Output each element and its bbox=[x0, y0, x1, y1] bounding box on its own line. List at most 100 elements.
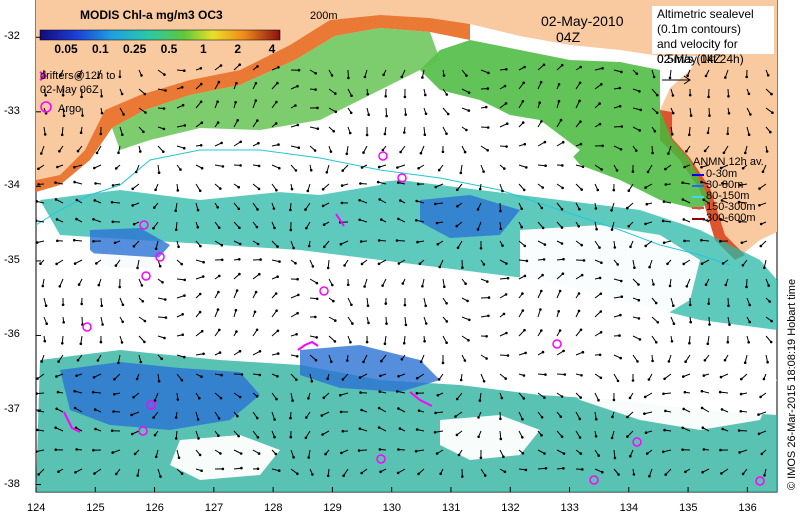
velocity-arrow-head bbox=[239, 350, 242, 353]
velocity-arrow-head bbox=[613, 399, 616, 402]
velocity-arrow-head bbox=[404, 113, 407, 116]
velocity-arrow-head bbox=[417, 167, 420, 170]
velocity-arrow-head bbox=[435, 186, 438, 189]
velocity-arrow-head bbox=[766, 150, 769, 153]
velocity-arrow-head bbox=[182, 104, 185, 107]
velocity-arrow-head bbox=[378, 239, 381, 242]
velocity-arrow-head bbox=[611, 437, 614, 440]
velocity-arrow-head bbox=[343, 264, 346, 267]
velocity-arrow-head bbox=[663, 378, 666, 381]
velocity-arrow-head bbox=[686, 74, 689, 77]
velocity-arrow-head bbox=[57, 360, 60, 363]
velocity-arrow-head bbox=[664, 168, 667, 171]
velocity-arrow-head bbox=[542, 351, 545, 354]
velocity-arrow-head bbox=[748, 133, 751, 136]
velocity-arrow-head bbox=[296, 355, 299, 358]
velocity-arrow-head bbox=[669, 285, 672, 288]
velocity-arrow-head bbox=[651, 152, 654, 155]
velocity-arrow-head bbox=[61, 134, 64, 137]
velocity-arrow-head bbox=[136, 378, 139, 381]
velocity-arrow-head bbox=[321, 414, 324, 417]
velocity-arrow-head bbox=[486, 280, 489, 283]
velocity-arrow-head bbox=[578, 208, 581, 211]
velocity-arrow-head bbox=[646, 452, 649, 455]
velocity-arrow-head bbox=[326, 171, 329, 174]
lon-tick-label: 133 bbox=[561, 502, 579, 514]
velocity-arrow-head bbox=[722, 262, 725, 265]
velocity-arrow-head bbox=[155, 456, 158, 459]
velocity-arrow-head bbox=[221, 259, 224, 262]
velocity-arrow-head bbox=[258, 273, 261, 276]
velocity-arrow-head bbox=[340, 411, 343, 414]
velocity-arrow-head bbox=[629, 246, 632, 249]
velocity-arrow-head bbox=[477, 228, 480, 231]
velocity-arrow-head bbox=[420, 360, 423, 363]
velocity-arrow-head bbox=[327, 267, 330, 270]
velocity-arrow-head bbox=[200, 144, 203, 147]
velocity-arrow-head bbox=[485, 335, 488, 338]
velocity-arrow-head bbox=[112, 410, 115, 413]
velocity-arrow-head bbox=[633, 473, 636, 476]
velocity-arrow-head bbox=[144, 111, 147, 114]
velocity-arrow-head bbox=[758, 433, 761, 436]
velocity-arrow-head bbox=[542, 227, 545, 230]
velocity-arrow-head bbox=[296, 312, 299, 315]
velocity-arrow-head bbox=[601, 67, 604, 70]
velocity-arrow-head bbox=[663, 241, 666, 244]
velocity-arrow-head bbox=[220, 397, 223, 400]
velocity-arrow-head bbox=[115, 167, 118, 170]
velocity-arrow-head bbox=[523, 329, 526, 332]
velocity-arrow-head bbox=[564, 373, 567, 376]
velocity-arrow-head bbox=[445, 302, 448, 305]
velocity-arrow-head bbox=[726, 133, 729, 136]
velocity-arrow-head bbox=[434, 412, 437, 415]
velocity-arrow-head bbox=[681, 427, 684, 430]
velocity-arrow-head bbox=[438, 378, 441, 381]
velocity-arrow-head bbox=[335, 111, 338, 114]
velocity-arrow-head bbox=[135, 171, 138, 174]
velocity-arrow-head bbox=[540, 329, 543, 332]
velocity-arrow-head bbox=[275, 101, 278, 104]
velocity-arrow-head bbox=[276, 82, 279, 85]
velocity-arrow-head bbox=[488, 296, 491, 299]
velocity-arrow-head bbox=[399, 151, 402, 154]
velocity-arrow-head bbox=[558, 100, 561, 103]
velocity-arrow-head bbox=[141, 284, 144, 287]
velocity-arrow-head bbox=[663, 200, 666, 203]
velocity-arrow-head bbox=[175, 416, 178, 419]
map-title: MODIS Chl-a mg/m3 OC3 bbox=[80, 8, 223, 22]
velocity-arrow-head bbox=[316, 282, 319, 285]
velocity-arrow-head bbox=[298, 69, 301, 72]
velocity-arrow-head bbox=[728, 323, 731, 326]
velocity-arrow-head bbox=[322, 188, 325, 191]
velocity-arrow-head bbox=[136, 474, 139, 477]
velocity-arrow-head bbox=[155, 247, 158, 250]
velocity-arrow-head bbox=[342, 474, 345, 477]
velocity-arrow-head bbox=[701, 471, 704, 474]
velocity-arrow-head bbox=[314, 316, 317, 319]
velocity-arrow-head bbox=[721, 428, 724, 431]
velocity-arrow-head bbox=[434, 203, 437, 206]
velocity-arrow-head bbox=[359, 391, 362, 394]
velocity-arrow-head bbox=[37, 168, 40, 171]
velocity-arrow-head bbox=[540, 290, 543, 293]
velocity-arrow-head bbox=[580, 329, 583, 332]
velocity-arrow-head bbox=[543, 64, 546, 67]
velocity-arrow-head bbox=[275, 292, 278, 295]
velocity-arrow-head bbox=[382, 74, 385, 77]
velocity-arrow-head bbox=[487, 87, 490, 90]
velocity-arrow-head bbox=[672, 304, 675, 307]
velocity-arrow-head bbox=[643, 412, 646, 415]
velocity-arrow-head bbox=[144, 320, 147, 323]
velocity-arrow-head bbox=[40, 360, 43, 363]
velocity-arrow-head bbox=[220, 374, 223, 377]
velocity-arrow-head bbox=[578, 310, 581, 313]
velocity-arrow-head bbox=[297, 294, 300, 297]
velocity-arrow-head bbox=[340, 243, 343, 246]
velocity-arrow-head bbox=[656, 112, 659, 115]
velocity-arrow-head bbox=[200, 469, 203, 472]
velocity-arrow-head bbox=[579, 82, 582, 85]
velocity-arrow-head bbox=[763, 378, 766, 381]
velocity-arrow-head bbox=[331, 284, 334, 287]
velocity-arrow-head bbox=[662, 393, 665, 396]
